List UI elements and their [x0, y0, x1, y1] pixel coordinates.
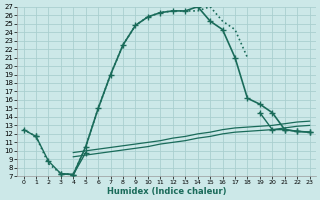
X-axis label: Humidex (Indice chaleur): Humidex (Indice chaleur)	[107, 187, 226, 196]
